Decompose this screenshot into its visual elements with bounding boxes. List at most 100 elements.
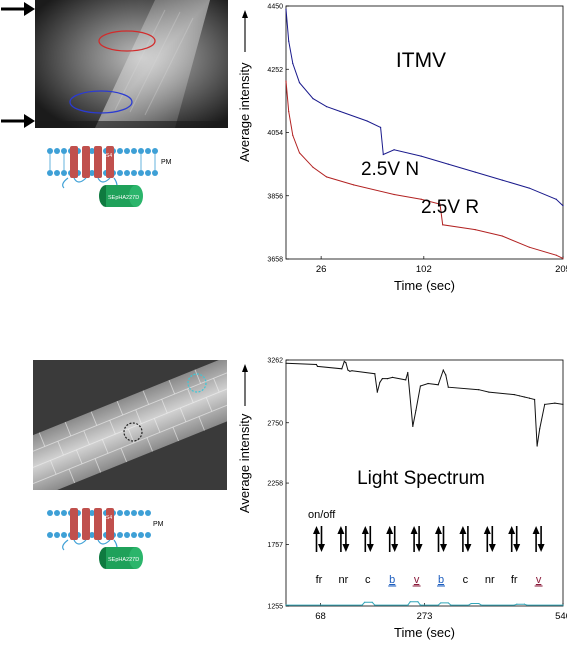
data-point: [474, 171, 476, 173]
down-arrowhead-icon: [342, 544, 350, 552]
data-point: [562, 205, 564, 207]
series-line-cyan: [286, 601, 563, 606]
on-off-label: on/off: [308, 509, 336, 521]
data-point: [420, 198, 422, 200]
x-tick-label: 102: [416, 264, 432, 275]
data-point: [523, 603, 526, 605]
data-point: [440, 602, 442, 604]
x-tick-label: 26: [316, 264, 327, 275]
chart-itmv: 4450 4252 4054 3856 3658 26 102 205 Time (sec) Av…: [237, 0, 567, 310]
data-point: [528, 246, 530, 248]
data-point: [437, 384, 439, 386]
svg-text:S4: S4: [106, 515, 112, 521]
pm-label-bottom: PM: [153, 521, 164, 528]
up-arrowhead-icon: [483, 526, 491, 534]
data-point: [528, 397, 531, 399]
up-arrowhead-icon: [532, 526, 540, 534]
data-point: [526, 604, 528, 606]
x-tick-label: 205: [555, 264, 567, 275]
data-point: [468, 604, 470, 606]
data-point: [298, 82, 301, 84]
data-point: [447, 386, 449, 388]
protein-diagram-top: S4 PM SEpHA227D: [40, 140, 200, 212]
down-arrowhead-icon: [488, 544, 496, 552]
data-point: [374, 373, 376, 375]
data-point: [480, 604, 482, 606]
data-point: [379, 126, 382, 128]
data-point: [470, 602, 472, 605]
y-tick-label: 2258: [267, 481, 283, 488]
data-point: [420, 155, 422, 157]
data-point: [339, 110, 341, 113]
stimulus-label: fr: [511, 574, 518, 586]
data-point: [316, 365, 319, 367]
y-tick-label: 4252: [267, 67, 283, 74]
data-point: [447, 163, 449, 165]
down-arrowhead-icon: [537, 544, 545, 552]
y-tick-label: 1255: [267, 604, 283, 611]
annotation-label: 2.5V R: [421, 197, 479, 218]
data-point: [474, 229, 476, 231]
data-point: [528, 187, 530, 189]
data-point: [407, 371, 409, 374]
pm-label: PM: [161, 159, 172, 166]
up-arrowhead-icon: [508, 526, 516, 534]
data-point: [445, 374, 447, 376]
data-point: [562, 403, 564, 405]
data-point: [345, 362, 347, 364]
data-point: [298, 152, 301, 154]
x-axis-label: Time (sec): [394, 278, 455, 293]
data-point: [343, 360, 345, 363]
up-arrowhead-icon: [386, 526, 394, 534]
x-tick-label: 546: [555, 611, 567, 622]
data-point: [374, 604, 376, 606]
data-point: [555, 198, 557, 200]
data-point: [513, 393, 515, 396]
data-point: [437, 604, 439, 606]
chart-light-spectrum: 3262 2750 2258 1757 1255 68 273 546 Time (sec) Av…: [237, 352, 567, 648]
data-point: [533, 398, 536, 401]
data-point: [405, 379, 407, 381]
y-tick-label: 3658: [267, 257, 283, 264]
data-point: [478, 389, 480, 391]
data-point: [501, 235, 503, 237]
series-line-blue: [285, 9, 564, 207]
y-axis-label: Average intensity: [238, 62, 252, 162]
stimulus-label: fr: [316, 574, 323, 586]
data-point: [285, 80, 287, 82]
up-arrowhead-icon: [313, 526, 320, 534]
stimulus-label: nr: [339, 574, 349, 586]
down-arrowhead-icon: [464, 544, 472, 552]
chart-title: Light Spectrum: [357, 468, 485, 489]
y-tick-label: 1757: [267, 542, 283, 549]
stimulus-label: v: [536, 574, 542, 586]
data-point: [325, 106, 328, 108]
sephluorin-label: SEpHA227D: [108, 195, 139, 201]
y-axis-arrowhead: [242, 364, 248, 372]
data-point: [292, 134, 294, 136]
data-point: [427, 382, 429, 385]
data-point: [285, 604, 287, 606]
data-point: [288, 40, 290, 42]
y-tick-label: 3262: [267, 358, 283, 365]
stimulus-label: v: [414, 574, 420, 586]
data-point: [419, 385, 422, 387]
annotation-label: 2.5V N: [361, 159, 419, 180]
data-point: [555, 254, 557, 256]
data-point: [478, 602, 480, 605]
data-point: [351, 370, 353, 372]
data-point: [488, 391, 490, 393]
chart-title: ITMV: [396, 49, 446, 72]
data-point: [523, 396, 526, 398]
data-point: [285, 8, 287, 10]
stimulus-label: b: [389, 574, 395, 586]
x-axis-label: Time (sec): [394, 625, 455, 640]
data-point: [341, 368, 343, 370]
svg-text:S4: S4: [106, 153, 112, 159]
data-point: [382, 153, 384, 156]
data-point: [513, 604, 515, 606]
x-tick-label: 68: [315, 611, 326, 622]
y-tick-label: 2750: [267, 420, 283, 427]
data-point: [518, 395, 520, 397]
protein-diagram-bottom: S4 PM SEpHA227D: [40, 502, 200, 574]
